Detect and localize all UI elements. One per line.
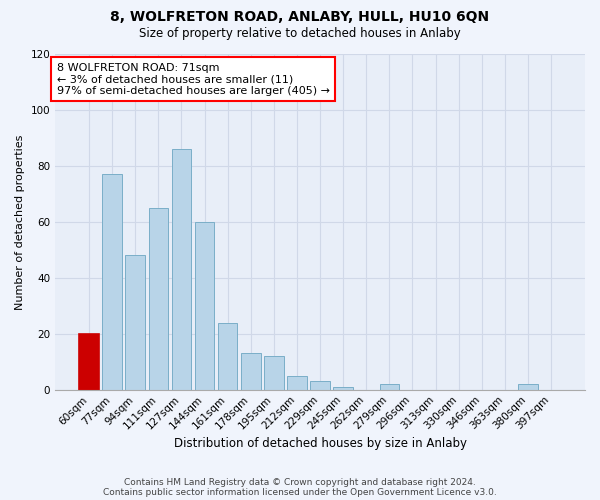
X-axis label: Distribution of detached houses by size in Anlaby: Distribution of detached houses by size … (173, 437, 467, 450)
Bar (380, 384, 399, 390)
Bar (172, 149, 191, 390)
Text: Contains public sector information licensed under the Open Government Licence v3: Contains public sector information licen… (103, 488, 497, 497)
Y-axis label: Number of detached properties: Number of detached properties (15, 134, 25, 310)
Bar (218, 322, 238, 390)
Bar (310, 382, 330, 390)
Bar (149, 208, 168, 390)
Bar (241, 354, 260, 390)
Bar (287, 376, 307, 390)
Bar (103, 174, 122, 390)
Bar (195, 222, 214, 390)
Text: 8, WOLFRETON ROAD, ANLABY, HULL, HU10 6QN: 8, WOLFRETON ROAD, ANLABY, HULL, HU10 6Q… (110, 10, 490, 24)
Bar (334, 387, 353, 390)
Bar (518, 384, 538, 390)
Bar (79, 334, 99, 390)
Bar (264, 356, 284, 390)
Bar (125, 256, 145, 390)
Text: Contains HM Land Registry data © Crown copyright and database right 2024.: Contains HM Land Registry data © Crown c… (124, 478, 476, 487)
Text: Size of property relative to detached houses in Anlaby: Size of property relative to detached ho… (139, 28, 461, 40)
Text: 8 WOLFRETON ROAD: 71sqm
← 3% of detached houses are smaller (11)
97% of semi-det: 8 WOLFRETON ROAD: 71sqm ← 3% of detached… (56, 62, 329, 96)
